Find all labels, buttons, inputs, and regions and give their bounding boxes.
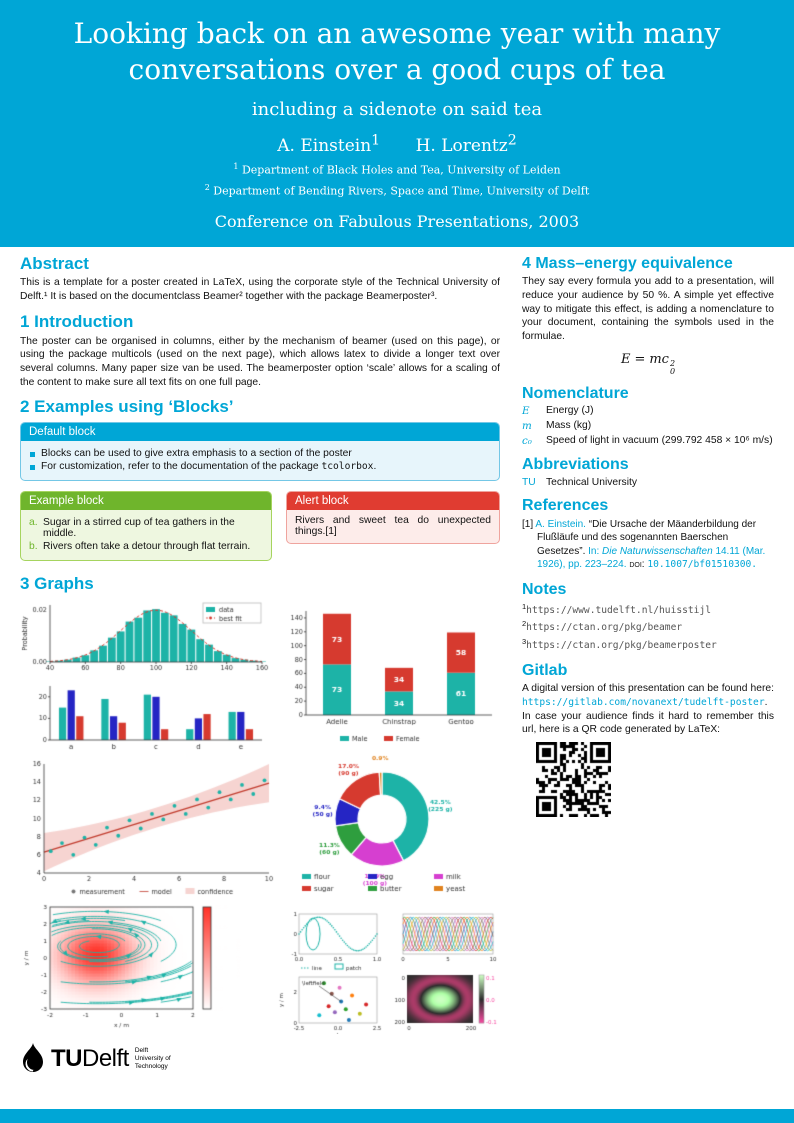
abbreviation-entry: TU Technical University	[522, 476, 637, 488]
bullet-square-icon	[30, 451, 35, 457]
poster-subtitle: including a sidenote on said tea	[251, 98, 543, 120]
example-item-a: a. Sugar in a stirred cup of tea gathers…	[29, 516, 235, 539]
default-block-item-2: For customization, refer to the document…	[29, 461, 491, 472]
example-item-b: b. Rivers often take a detour through fl…	[29, 540, 251, 552]
gitlab-heading: Gitlab	[522, 661, 568, 679]
note-link[interactable]: https://ctan.org/pkg/beamer	[526, 622, 683, 634]
abstract-text: This is a template for a poster created …	[20, 277, 500, 303]
streamplot-chart	[20, 902, 245, 1035]
note-link[interactable]: https://www.tudelft.nl/huisstijl	[526, 604, 712, 616]
nomenclature-heading: Nomenclature	[522, 384, 629, 402]
abstract-heading: Abstract	[20, 253, 89, 273]
grouped-bar-chart	[20, 680, 270, 753]
qr-code	[536, 741, 611, 817]
default-block-body: Blocks can be used to give extra emphasi…	[21, 441, 499, 480]
authors-line: A. Einstein1 H. Lorentz2	[36, 133, 758, 157]
bullet-square-icon	[30, 464, 35, 470]
affiliation-2: 2 Department of Bending Rivers, Space an…	[204, 183, 590, 198]
conference-line: Conference on Fabulous Presentations, 20…	[214, 211, 580, 231]
mass-energy-formula: E = mc 2 0	[620, 351, 676, 376]
notes-heading: Notes	[522, 581, 567, 598]
alert-block-title: Alert block	[287, 491, 499, 510]
right-column: 4 Mass–energy equivalence They say every…	[522, 253, 774, 1075]
nomenclature-entry: c₀ Speed of light in vacuum (299.792 458 …	[522, 435, 773, 448]
donut-chart	[282, 752, 497, 905]
default-block-item-1: Blocks can be used to give extra emphasi…	[29, 448, 491, 459]
abbreviations-heading: Abbreviations	[522, 456, 629, 474]
author-2: H. Lorentz2	[415, 132, 517, 157]
nomenclature-entry: m Mass (kg)	[522, 420, 592, 433]
nomenclature-entry: E Energy (J)	[522, 405, 594, 418]
charts-area	[20, 596, 500, 1039]
default-block-title: Default block	[21, 422, 499, 441]
mass-energy-heading: 4 Mass–energy equivalence	[522, 254, 733, 272]
note-entry: 2https://ctan.org/pkg/beamer	[522, 619, 683, 634]
example-block: Example block a. Sugar in a stirred cup …	[20, 490, 272, 561]
doi-link[interactable]: 10.1007/bf01510300.	[647, 559, 758, 571]
flame-icon	[23, 1042, 43, 1072]
default-block: Default block Blocks can be used to give…	[20, 421, 500, 481]
logo-tagline: Delft University of Technology	[134, 1046, 171, 1070]
footer-bar	[0, 1109, 794, 1123]
introduction-text: The poster can be organised in columns, …	[20, 335, 500, 388]
blocks-heading: 2 Examples using ‘Blocks’	[20, 397, 234, 417]
note-link[interactable]: https://ctan.org/pkg/beamerposter	[526, 640, 717, 652]
stacked-bar-chart	[278, 600, 498, 749]
small-multiples-chart	[275, 908, 500, 1034]
blocks-row: Example block a. Sugar in a stirred cup …	[20, 486, 500, 566]
poster-title: Looking back on an awesome year with man…	[73, 17, 721, 87]
reference-entry: [1] A. Einstein. “Die Ursache der Mäande…	[522, 518, 766, 571]
affiliation-1: 1 Department of Black Holes and Tea, Uni…	[233, 162, 561, 178]
introduction-heading: 1 Introduction	[20, 311, 134, 331]
histogram-chart	[20, 596, 270, 677]
gitlab-text: A digital version of this presentation c…	[522, 683, 774, 736]
poster-header: Looking back on an awesome year with man…	[0, 0, 794, 247]
logo-brand: TUDelft	[51, 1044, 129, 1072]
references-heading: References	[522, 496, 609, 514]
example-block-title: Example block	[21, 491, 271, 510]
regression-chart	[20, 758, 275, 899]
graphs-heading: 3 Graphs	[20, 573, 94, 593]
alert-block-text: Rivers and sweet tea do unexpected thing…	[295, 514, 491, 537]
poster-body: Abstract This is a template for a poster…	[0, 247, 794, 1075]
left-column: Abstract This is a template for a poster…	[20, 253, 500, 1075]
alert-block: Alert block Rivers and sweet tea do unex…	[286, 490, 500, 544]
author-1: A. Einstein1	[277, 132, 381, 157]
inline-code: tcolorbox	[321, 460, 374, 472]
gitlab-link[interactable]: https://gitlab.com/novanext/tudelft-post…	[522, 696, 765, 708]
note-entry: 1https://www.tudelft.nl/huisstijl	[522, 601, 712, 616]
mass-energy-text: They say every formula you add to a pres…	[522, 276, 774, 343]
note-entry: 3https://ctan.org/pkg/beamerposter	[522, 636, 717, 652]
tudelft-logo: TUDelft Delft University of Technology	[20, 1042, 500, 1075]
